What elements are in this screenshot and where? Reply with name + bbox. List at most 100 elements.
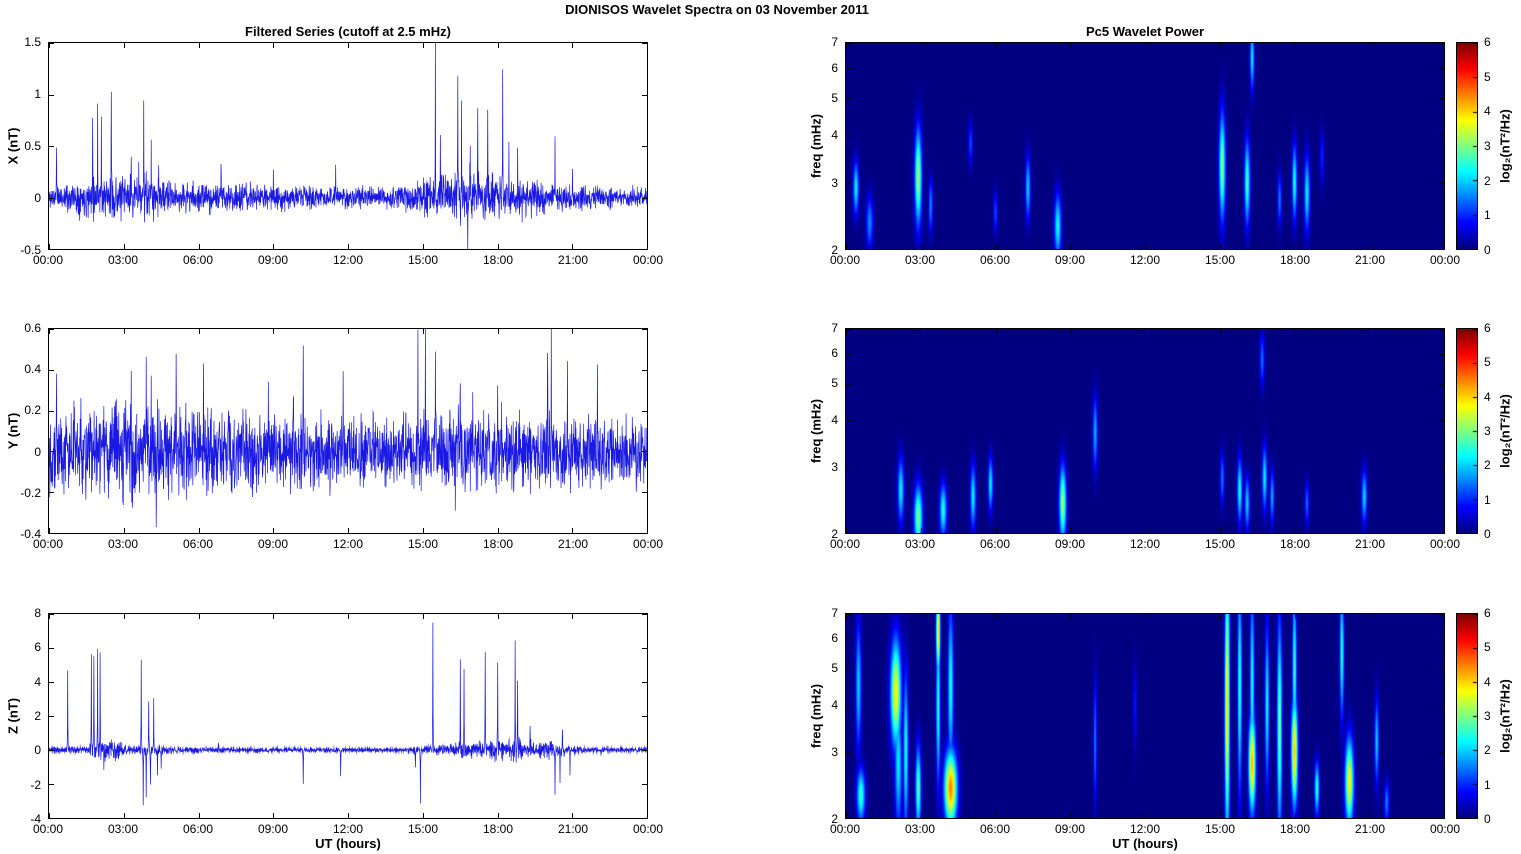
x-tick-label: 12:00 bbox=[332, 822, 364, 836]
right-column-title: Pc5 Wavelet Power bbox=[1085, 24, 1204, 39]
colorbar-tick-label: 3 bbox=[1484, 139, 1491, 153]
colorbar-tick-label: 4 bbox=[1484, 104, 1491, 119]
y-tick-label: 0.4 bbox=[24, 362, 41, 377]
y-tick-label: 3 bbox=[831, 175, 838, 190]
x-tick-label: 15:00 bbox=[407, 253, 439, 267]
colorbar-tick-label: 6 bbox=[1484, 35, 1491, 49]
x-tick-label: 03:00 bbox=[904, 537, 936, 551]
y-tick-label: 0.2 bbox=[24, 403, 41, 418]
x-tick-label: 12:00 bbox=[332, 253, 364, 267]
y-tick-label: 4 bbox=[831, 127, 838, 142]
x-tick-label: 03:00 bbox=[107, 537, 139, 551]
y-wavelet-canvas bbox=[846, 329, 1444, 533]
x-tick-label: 15:00 bbox=[407, 537, 439, 551]
colorbar-top-canvas bbox=[1457, 43, 1477, 249]
x-tick-label: 18:00 bbox=[1279, 253, 1311, 267]
z-wavelet-ylabel: freq (mHz) bbox=[808, 683, 824, 749]
x-tick-label: 12:00 bbox=[1129, 822, 1161, 836]
left-xaxis-label: UT (hours) bbox=[315, 836, 381, 851]
x-tick-label: 03:00 bbox=[904, 822, 936, 836]
x-tick-label: 00:00 bbox=[632, 822, 664, 836]
y-tick-label: 7 bbox=[831, 35, 838, 49]
colorbar-tick-label: 2 bbox=[1484, 173, 1491, 188]
colorbar-tick-label: 1 bbox=[1484, 492, 1491, 507]
right-xaxis-label: UT (hours) bbox=[1112, 836, 1178, 851]
x-tick-label: 00:00 bbox=[32, 537, 64, 551]
z-series-canvas bbox=[49, 614, 647, 818]
x-tick-label: 06:00 bbox=[182, 537, 214, 551]
z-wavelet-canvas bbox=[846, 614, 1444, 818]
y-tick-label: 6 bbox=[34, 640, 41, 655]
x-tick-label: 18:00 bbox=[1279, 822, 1311, 836]
x-tick-label: 15:00 bbox=[1204, 537, 1236, 551]
x-tick-label: 09:00 bbox=[257, 253, 289, 267]
y-wavelet-spectrogram bbox=[845, 328, 1445, 534]
x-tick-label: 06:00 bbox=[979, 822, 1011, 836]
y-tick-label: 4 bbox=[34, 674, 41, 689]
y-tick-label: 6 bbox=[831, 631, 838, 646]
x-tick-label: 06:00 bbox=[979, 253, 1011, 267]
y-tick-label: 0.6 bbox=[24, 321, 41, 335]
colorbar-tick-label: 0 bbox=[1484, 527, 1491, 541]
y-tick-label: 6 bbox=[831, 60, 838, 75]
y-tick-label: 0 bbox=[34, 743, 41, 758]
colorbar-bottom-canvas bbox=[1457, 614, 1477, 818]
x-tick-label: 12:00 bbox=[1129, 253, 1161, 267]
x-tick-label: 21:00 bbox=[557, 537, 589, 551]
x-tick-label: 09:00 bbox=[257, 822, 289, 836]
y-tick-label: -4 bbox=[30, 812, 41, 826]
x-tick-label: 03:00 bbox=[904, 253, 936, 267]
y-tick-label: 5 bbox=[831, 376, 838, 391]
left-column-title: Filtered Series (cutoff at 2.5 mHz) bbox=[245, 24, 451, 39]
x-tick-label: 09:00 bbox=[1054, 253, 1086, 267]
colorbar-tick-label: 4 bbox=[1484, 389, 1491, 404]
colorbar-tick-label: 6 bbox=[1484, 321, 1491, 335]
x-tick-label: 21:00 bbox=[557, 253, 589, 267]
colorbar-middle bbox=[1456, 328, 1478, 534]
x-tick-label: 00:00 bbox=[632, 537, 664, 551]
x-wavelet-ylabel: freq (mHz) bbox=[808, 113, 824, 179]
x-tick-label: 00:00 bbox=[829, 537, 861, 551]
y-tick-label: 2 bbox=[831, 527, 838, 541]
y-tick-label: 2 bbox=[831, 812, 838, 826]
y-tick-label: 1 bbox=[34, 87, 41, 101]
x-tick-label: 06:00 bbox=[979, 537, 1011, 551]
y-tick-label: 5 bbox=[831, 661, 838, 676]
y-tick-label: 0.5 bbox=[24, 139, 41, 153]
y-tick-label: 5 bbox=[831, 90, 838, 105]
colorbar-tick-label: 1 bbox=[1484, 777, 1491, 792]
y-tick-label: -0.4 bbox=[20, 527, 41, 541]
y-tick-label: 0 bbox=[34, 191, 41, 205]
colorbar-tick-label: 4 bbox=[1484, 674, 1491, 689]
colorbar-tick-label: 5 bbox=[1484, 69, 1491, 84]
x-tick-label: 06:00 bbox=[182, 822, 214, 836]
x-tick-label: 21:00 bbox=[557, 822, 589, 836]
colorbar-tick-label: 1 bbox=[1484, 208, 1491, 223]
x-tick-label: 09:00 bbox=[257, 537, 289, 551]
x-tick-label: 15:00 bbox=[1204, 253, 1236, 267]
x-tick-label: 06:00 bbox=[182, 253, 214, 267]
y-tick-label: 3 bbox=[831, 745, 838, 760]
colorbar-bottom bbox=[1456, 613, 1478, 819]
x-tick-label: 18:00 bbox=[482, 537, 514, 551]
x-tick-label: 21:00 bbox=[1354, 253, 1386, 267]
y-tick-label: -2 bbox=[30, 777, 41, 792]
y-tick-label: 8 bbox=[34, 606, 41, 620]
x-series-plot bbox=[48, 42, 648, 250]
x-wavelet-spectrogram bbox=[845, 42, 1445, 250]
colorbar-tick-label: 0 bbox=[1484, 243, 1491, 257]
y-wavelet-ylabel: freq (mHz) bbox=[808, 398, 824, 464]
colorbar-tick-label: 3 bbox=[1484, 424, 1491, 438]
colorbar-tick-label: 0 bbox=[1484, 812, 1491, 826]
x-tick-label: 18:00 bbox=[482, 822, 514, 836]
x-tick-label: 03:00 bbox=[107, 253, 139, 267]
x-tick-label: 00:00 bbox=[829, 253, 861, 267]
x-wavelet-canvas bbox=[846, 43, 1444, 249]
x-tick-label: 00:00 bbox=[632, 253, 664, 267]
x-tick-label: 00:00 bbox=[32, 253, 64, 267]
y-series-plot bbox=[48, 328, 648, 534]
x-tick-label: 09:00 bbox=[1054, 822, 1086, 836]
x-tick-label: 00:00 bbox=[1429, 822, 1461, 836]
y-tick-label: 4 bbox=[831, 698, 838, 713]
z-series-plot bbox=[48, 613, 648, 819]
